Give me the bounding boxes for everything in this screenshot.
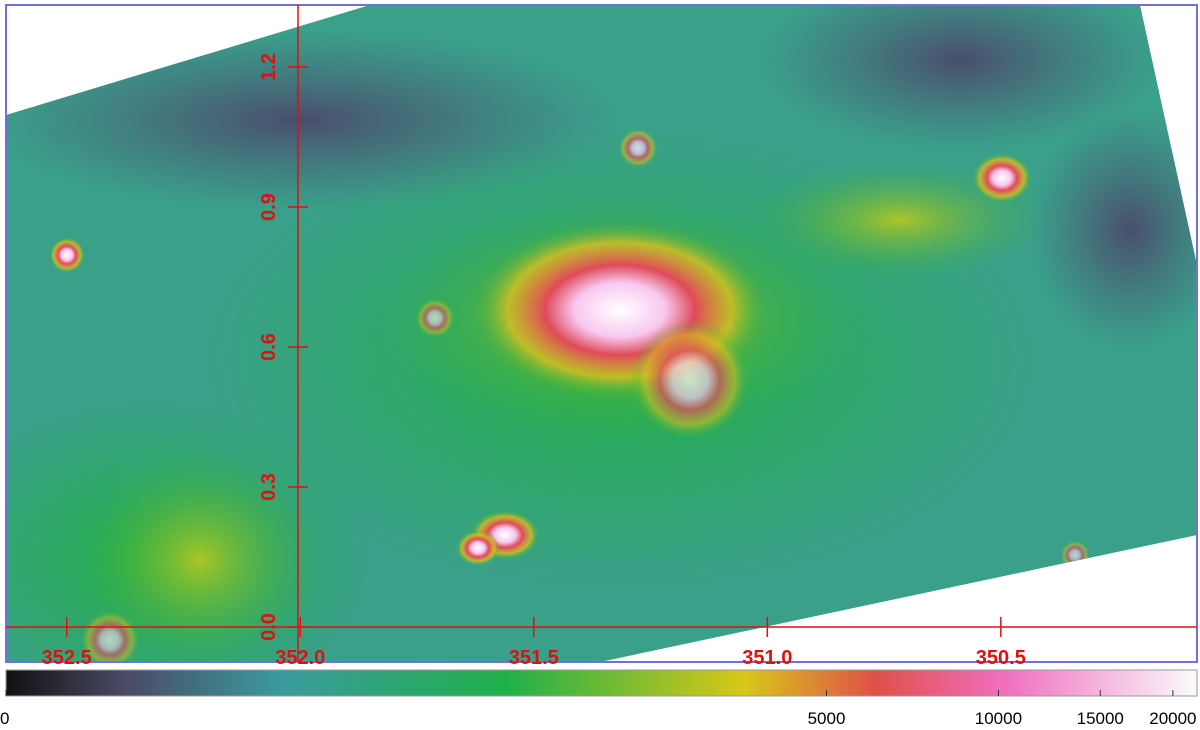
x-tick-label: 352.0 bbox=[275, 647, 325, 669]
colorbar-tick-label: 0 bbox=[0, 709, 9, 728]
x-tick-label: 352.5 bbox=[42, 647, 92, 669]
colorbar bbox=[5, 669, 1198, 697]
frame bbox=[5, 4, 1198, 663]
x-tick-label: 351.5 bbox=[509, 647, 559, 669]
x-tick-label: 350.5 bbox=[976, 647, 1026, 669]
colorbar-tick-label: 20000 bbox=[1149, 709, 1196, 728]
y-tick-label: 0.3 bbox=[258, 473, 280, 501]
x-tick-label: 351.0 bbox=[742, 647, 792, 669]
y-tick-label: 0.9 bbox=[258, 193, 280, 221]
colorbar-tick-label: 15000 bbox=[1077, 709, 1124, 728]
y-tick-label: 0.0 bbox=[258, 613, 280, 641]
colorbar-tick-label: 5000 bbox=[808, 709, 846, 728]
y-tick-label: 0.6 bbox=[258, 333, 280, 361]
colorbar-tick-label: 10000 bbox=[975, 709, 1022, 728]
y-tick-label: 1.2 bbox=[258, 53, 280, 81]
